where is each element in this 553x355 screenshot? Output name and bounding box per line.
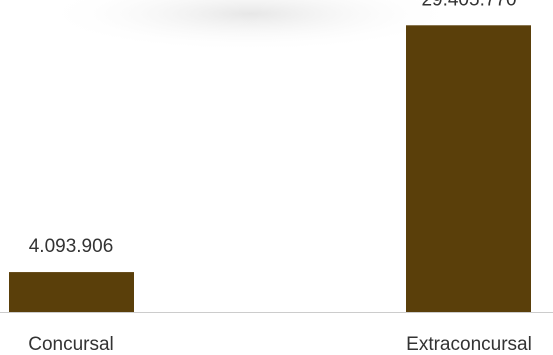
bar-extraconcursal (406, 25, 531, 313)
category-label-extraconcursal: Extraconcursal (406, 334, 532, 355)
background-shading (40, 0, 460, 52)
category-label-concursal: Concursal (28, 334, 114, 355)
data-label-extraconcursal: 29.405.770 (421, 0, 516, 10)
data-label-concursal: 4.093.906 (29, 236, 114, 257)
bar-concursal (9, 272, 134, 312)
